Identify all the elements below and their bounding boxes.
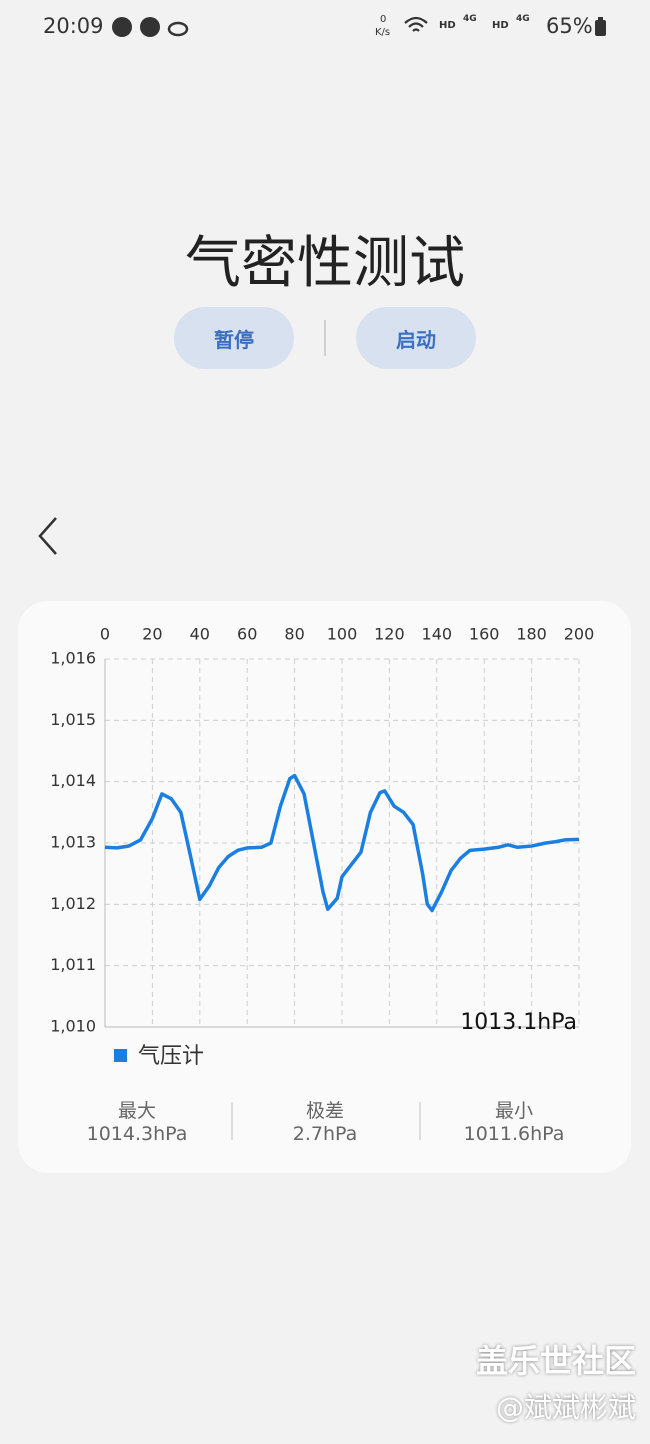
stat-label: 最小 (494, 1100, 534, 1122)
net-unit: K/s (375, 27, 391, 38)
start-button[interactable]: 启动 (356, 307, 476, 369)
y-tick-label: 1,011 (50, 955, 96, 974)
y-tick-label: 1,014 (50, 771, 96, 790)
page-title: 气密性测试 (185, 231, 465, 296)
stat-label: 极差 (305, 1100, 345, 1122)
divider (419, 1102, 421, 1140)
x-tick-label: 20 (142, 625, 162, 644)
x-tick-label: 140 (422, 625, 453, 644)
x-tick-label: 200 (564, 625, 595, 644)
current-value: 1013.1hPa (460, 1010, 577, 1035)
stat-label: 最大 (117, 1100, 157, 1122)
status-icons (112, 17, 189, 37)
x-tick-label: 60 (237, 625, 257, 644)
net-type: 4G (463, 14, 477, 24)
y-tick-label: 1,010 (50, 1017, 96, 1036)
legend-swatch (114, 1049, 127, 1062)
x-tick-label: 160 (469, 625, 500, 644)
net-type: 4G (516, 14, 530, 24)
x-tick-label: 180 (516, 625, 547, 644)
watermark-brand: 盖乐世社区 (475, 1342, 636, 1380)
x-tick-label: 40 (190, 625, 210, 644)
divider (324, 320, 326, 356)
divider (231, 1102, 233, 1140)
battery-level: 65% (546, 14, 593, 38)
chart-card: 1,010 1,011 1,012 1,013 1,014 1,015 1,016 0 20 40… (18, 601, 631, 1173)
x-tick-label: 100 (327, 625, 358, 644)
stat-value: 1014.3hPa (86, 1123, 188, 1145)
stat-value: 1011.6hPa (463, 1123, 565, 1145)
battery-icon (595, 17, 606, 36)
status-time: 20:09 (43, 14, 104, 38)
legend-label: 气压计 (138, 1044, 204, 1069)
back-button[interactable] (30, 514, 70, 558)
net-speed: 0 (380, 14, 387, 25)
wifi-icon (404, 16, 428, 32)
stat-value: 2.7hPa (292, 1123, 358, 1145)
series-line (104, 773, 580, 913)
y-tick-label: 1,015 (50, 710, 96, 729)
y-tick-label: 1,012 (50, 894, 96, 913)
x-tick-label: 120 (374, 625, 405, 644)
net-hd: HD (492, 20, 509, 31)
y-tick-label: 1,016 (50, 649, 96, 668)
x-tick-label: 80 (284, 625, 304, 644)
x-tick-label: 0 (100, 625, 110, 644)
y-tick-label: 1,013 (50, 833, 96, 852)
pause-button[interactable]: 暂停 (174, 307, 294, 369)
net-hd: HD (439, 20, 456, 31)
watermark-user: @斌斌彬斌 (495, 1391, 636, 1424)
